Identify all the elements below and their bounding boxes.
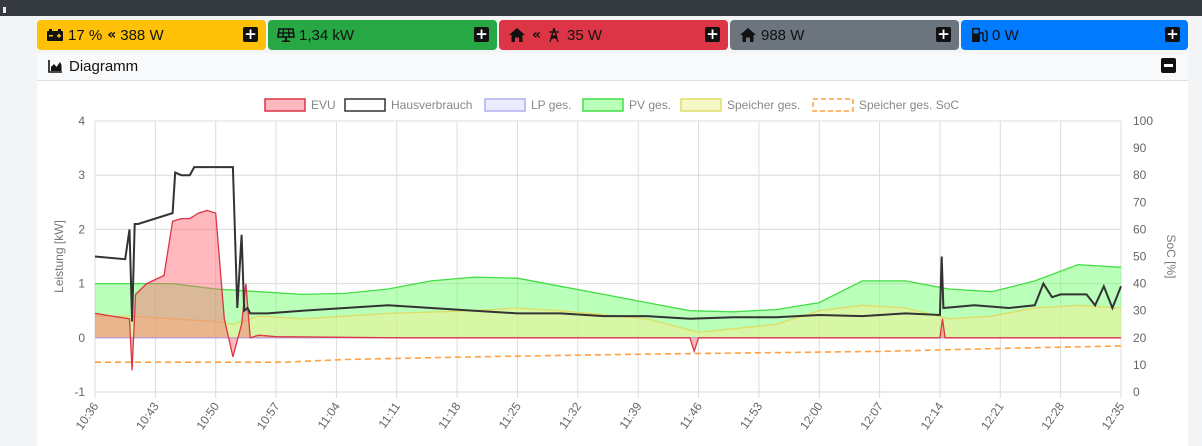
series-line-pv-ges [95,263,1122,313]
house-value: 988 W [761,26,805,44]
x-tick-label: 11:32 [556,399,584,431]
y-tick-label: 3 [78,168,85,182]
house-icon [509,28,525,42]
double-chevron-left-icon: « [107,27,117,43]
y-tick-label: -1 [74,385,85,399]
collapse-diagram-button[interactable] [1161,58,1176,73]
y2-tick-label: 100 [1133,114,1153,128]
x-tick-label: 10:57 [254,399,283,432]
x-tick-label: 11:39 [616,399,644,431]
legend-label: EVU [311,98,336,112]
pv-value: 1,34 kW [299,26,355,44]
y2-axis-label: SoC [%] [1164,234,1178,278]
legend-swatch [680,98,722,112]
grid-tile[interactable]: « 35 W + [499,20,728,50]
house-icon [740,28,756,42]
legend-label: LP ges. [531,98,571,112]
y2-tick-label: 10 [1133,358,1147,372]
series-area-evu [95,210,1121,371]
series-area-speicher-ges [95,305,1121,338]
solar-panel-icon [277,28,295,42]
y2-tick-label: 70 [1133,195,1147,209]
battery-icon [47,29,63,41]
pv-tile[interactable]: 1,34 kW + [268,20,497,50]
x-tick-label: 12:07 [857,399,886,432]
power-tower-icon [549,27,560,43]
diagram-header[interactable]: Diagramm [37,53,1188,81]
x-tick-label: 12:28 [1038,399,1067,432]
x-tick-label: 11:18 [435,399,463,431]
x-tick-label: 11:11 [376,399,404,430]
y2-tick-label: 60 [1133,222,1147,236]
legend-label: PV ges. [629,98,671,112]
series-line-hausverbrauch [94,166,1122,322]
battery-power: 388 W [120,26,164,44]
navbar-edge-mark [3,7,6,13]
y2-tick-label: 90 [1133,141,1147,155]
y2-tick-label: 80 [1133,168,1147,182]
legend-swatch [264,98,306,112]
y2-tick-label: 30 [1133,304,1147,318]
battery-percent: 17 % [68,26,103,44]
x-tick-label: 11:53 [737,399,765,431]
legend-swatch [582,98,624,112]
x-tick-label: 11:46 [677,399,705,431]
y2-tick-label: 40 [1133,277,1147,291]
house-tile[interactable]: 988 W + [730,20,959,50]
y-tick-label: 1 [78,277,85,291]
battery-tile[interactable]: 17 % « 388 W + [37,20,266,50]
x-tick-label: 12:21 [978,399,1007,432]
legend-label: Speicher ges. SoC [859,98,959,112]
y2-tick-label: 50 [1133,250,1147,264]
chart-area-icon [48,60,62,73]
double-chevron-left-icon: « [532,27,542,43]
chart-panel: -1 0 1 2 3 4 0 10 20 30 40 50 60 70 80 90 100 10:36 10:43 1… [37,81,1188,446]
y2-tick-label: 20 [1133,331,1147,345]
top-navbar [0,0,1202,16]
y-tick-label: 4 [78,114,85,128]
charging-value: 0 W [992,26,1019,44]
charging-tile[interactable]: 0 W + [961,20,1188,50]
x-tick-label: 11:25 [496,399,524,431]
x-tick-label: 12:14 [918,399,947,432]
series-line-speicher-ges [95,304,1122,334]
legend-label: Speicher ges. [727,98,800,112]
y2-tick-label: 0 [1133,385,1140,399]
x-tick-label: 12:00 [797,399,826,432]
x-tick-label: 10:50 [193,399,222,432]
x-tick-label: 10:36 [73,399,102,432]
x-tick-label: 12:35 [1099,399,1128,432]
expand-pv-button[interactable]: + [474,25,489,43]
diagram-title: Diagramm [69,58,139,75]
status-tiles: 17 % « 388 W + 1,34 kW + « 35 W + 988 W … [37,20,1188,50]
expand-house-button[interactable]: + [936,25,951,43]
x-tick-label: 10:43 [133,399,162,432]
x-tick-label: 11:04 [315,399,343,431]
expand-battery-button[interactable]: + [243,25,258,43]
legend-swatch [812,98,854,112]
y-axis-label: Leistung [kW] [52,220,66,293]
legend-label: Hausverbrauch [391,98,472,112]
y-tick-label: 2 [78,222,85,236]
expand-grid-button[interactable]: + [705,25,720,43]
legend-swatch [484,98,526,112]
series-line-evu [94,209,1121,371]
y-tick-label: 0 [78,331,85,345]
grid-value: 35 W [567,26,603,44]
series-line-speicher-ges-soc [95,345,1122,363]
legend-swatch [344,98,386,112]
expand-charging-button[interactable]: + [1165,25,1180,43]
charging-station-icon [972,28,988,42]
